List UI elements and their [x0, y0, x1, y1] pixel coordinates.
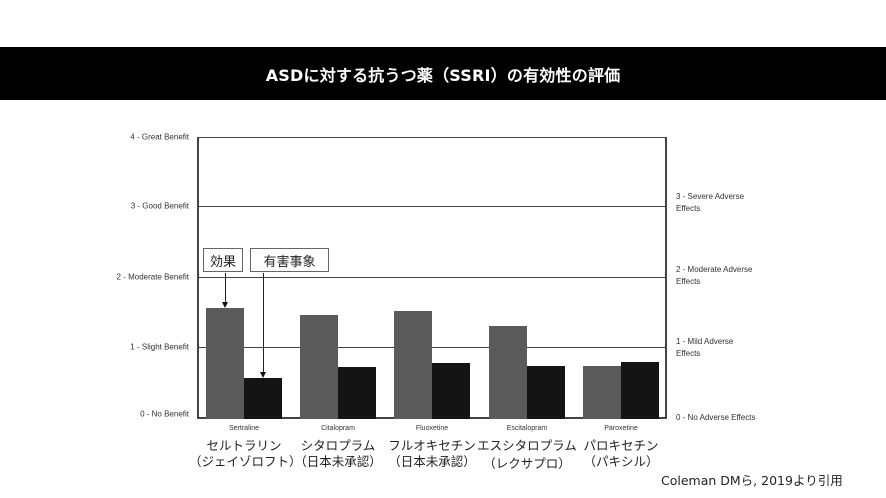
bar-fluoxetine-benefit — [394, 311, 432, 419]
x-label-jp-brand: （レクサプロ） — [483, 456, 571, 471]
bar-citalopram-adverse — [338, 367, 376, 419]
left-tick-4: 4 - Great Benefit — [130, 132, 189, 142]
right-tick-1-line1: 1 - Mild Adverse — [676, 337, 734, 346]
x-label-jp-name: エスシタロプラム — [477, 438, 577, 453]
bar-paroxetine-benefit — [583, 366, 621, 419]
x-label-en: Fluoxetine — [415, 425, 449, 432]
x-label-jp-name: シタロプラム — [300, 438, 376, 453]
right-tick-1-line2: Effects — [676, 349, 701, 358]
bar-fluoxetine-adverse — [432, 363, 470, 419]
x-label-jp-brand: （パキシル） — [583, 454, 659, 469]
gridline-1 — [197, 347, 667, 348]
x-label-jp-name: セルトラリン — [206, 438, 282, 453]
slide-title-bar: ASDに対する抗うつ薬（SSRI）の有効性の評価 — [0, 47, 886, 100]
arrow-adverse-line — [263, 273, 264, 373]
x-label-en: Sertraline — [229, 425, 259, 432]
arrow-benefit-line — [225, 273, 226, 303]
x-label-jp: フルオキセチン （日本未承認） — [377, 438, 487, 470]
bar-escitalopram-benefit — [489, 326, 527, 419]
bar-sertraline-benefit — [206, 308, 244, 419]
gridline-3 — [197, 206, 667, 207]
source-citation: Coleman DMら, 2019より引用 — [661, 473, 843, 488]
arrow-down-icon — [260, 372, 266, 378]
right-tick-2: 2 - Moderate Adverse Effects — [676, 264, 752, 288]
x-label-en: Escitalopram — [506, 425, 548, 432]
right-tick-3: 3 - Severe Adverse Effects — [676, 191, 744, 215]
right-tick-2-line1: 2 - Moderate Adverse — [676, 265, 753, 274]
x-label-jp-brand: （日本未承認） — [388, 454, 476, 469]
right-tick-2-line2: Effects — [676, 277, 701, 286]
left-tick-3: 3 - Good Benefit — [130, 201, 189, 211]
gridline-2 — [197, 277, 667, 278]
annotation-benefit-label: 効果 — [203, 248, 243, 272]
right-tick-3-line1: 3 - Severe Adverse — [676, 192, 745, 201]
x-label-jp: パロキセチン （パキシル） — [566, 438, 676, 470]
x-label-en: Citalopram — [321, 425, 355, 432]
bar-sertraline-adverse — [244, 378, 282, 419]
x-label-jp-name: フルオキセチン — [388, 438, 476, 453]
right-tick-0-line1: 0 - No Adverse Effects — [676, 413, 756, 422]
right-tick-1: 1 - Mild Adverse Effects — [676, 336, 733, 360]
annotation-adverse-label: 有害事象 — [250, 248, 329, 272]
x-label-jp-name: パロキセチン — [583, 438, 659, 453]
left-tick-1: 1 - Slight Benefit — [130, 342, 189, 352]
x-label-jp: セルトラリン （ジェイゾロフト） — [189, 438, 302, 470]
x-label-jp-brand: （ジェイゾロフト） — [189, 454, 302, 469]
x-label-jp-brand: （日本未承認） — [294, 454, 382, 469]
bar-citalopram-benefit — [300, 315, 338, 419]
x-label-en: Paroxetine — [604, 425, 638, 432]
left-tick-0: 0 - No Benefit — [140, 409, 189, 419]
bar-escitalopram-adverse — [527, 366, 565, 419]
arrow-down-icon — [222, 302, 228, 308]
x-label-jp: シタロプラム （日本未承認） — [283, 438, 393, 470]
right-tick-0: 0 - No Adverse Effects — [676, 412, 755, 424]
bar-paroxetine-adverse — [621, 362, 659, 419]
right-tick-3-line2: Effects — [676, 204, 701, 213]
x-label-jp: エスシタロプラム （レクサプロ） — [472, 438, 582, 472]
slide-title: ASDに対する抗うつ薬（SSRI）の有効性の評価 — [265, 65, 621, 85]
left-tick-2: 2 - Moderate Benefit — [116, 272, 189, 282]
